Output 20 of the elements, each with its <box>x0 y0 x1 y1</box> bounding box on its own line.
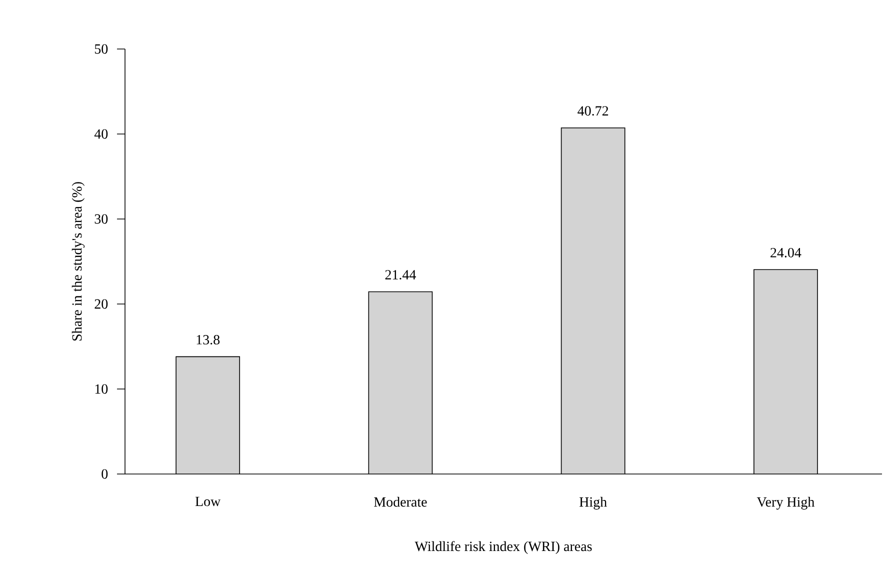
data-label: 13.8 <box>196 334 220 344</box>
bar <box>561 128 625 474</box>
y-tick-label: 50 <box>94 44 108 54</box>
x-axis-title: Wildlife risk index (WRI) areas <box>414 541 592 554</box>
y-axis-title: Share in the study's area (%) <box>72 182 85 341</box>
x-tick-label: High <box>579 496 607 510</box>
x-tick-label: Moderate <box>374 496 427 507</box>
y-tick-label: 10 <box>95 384 108 394</box>
y-tick-label: 40 <box>94 129 108 139</box>
y-tick-label: 30 <box>94 214 108 224</box>
y-tick-label: 20 <box>94 299 108 309</box>
data-label: 21.44 <box>385 270 416 280</box>
data-label: 40.72 <box>578 106 608 116</box>
x-tick-label: Very High <box>756 496 814 510</box>
x-tick-label: Low <box>195 496 221 506</box>
y-tick-label: 0 <box>102 469 108 479</box>
data-label: 24.04 <box>770 248 802 258</box>
bar <box>368 292 432 474</box>
bar <box>754 269 818 474</box>
bar <box>176 356 240 474</box>
